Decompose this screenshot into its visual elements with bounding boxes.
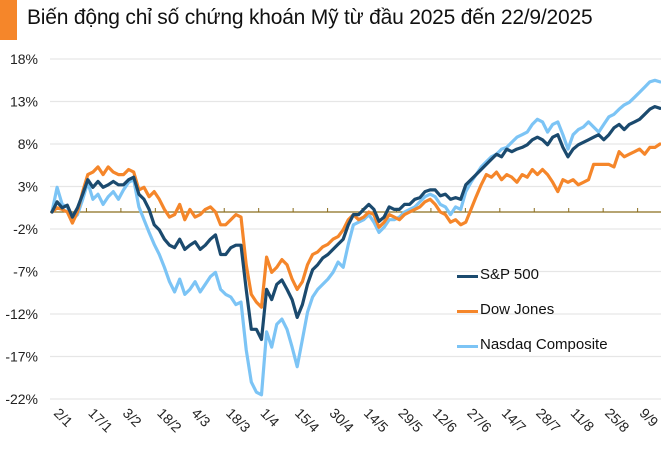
series-lines — [50, 78, 661, 397]
x-tick-label: 28/7 — [533, 405, 564, 436]
x-tick-label: 4/3 — [189, 405, 214, 430]
y-tick-label: 18% — [10, 51, 38, 67]
title-bar: Biến động chỉ số chứng khoán Mỹ từ đầu 2… — [0, 0, 661, 40]
x-tick-label: 2/1 — [51, 405, 76, 430]
x-tick-label: 25/8 — [602, 405, 633, 436]
gridlines — [50, 58, 661, 400]
y-tick-label: -12% — [5, 306, 38, 322]
x-axis-ticks: 2/1 17/1 3/2 18/2 4/3 18/3 1/4 15/4 30/4 14/5 29/5… — [51, 405, 661, 436]
x-tick-label: 3/2 — [120, 405, 145, 430]
title-accent-bar — [0, 0, 17, 40]
x-tick-label: 27/6 — [464, 405, 495, 436]
y-tick-label: 3% — [18, 179, 38, 195]
x-tick-label: 11/8 — [568, 405, 598, 435]
x-tick-label: 12/6 — [430, 405, 461, 436]
x-tick-label: 30/4 — [326, 405, 357, 436]
y-tick-label: 13% — [10, 94, 38, 110]
y-axis-ticks: 18% 13% 8% 3% -2% -7% -12% -17% -22% — [5, 51, 38, 407]
y-tick-label: -17% — [5, 349, 38, 365]
x-tick-label: 15/4 — [292, 405, 323, 436]
x-tick-label: 14/5 — [361, 405, 392, 436]
legend-swatch-sp500 — [457, 275, 478, 278]
x-tick-label: 9/9 — [636, 405, 661, 430]
y-tick-label: -7% — [13, 264, 38, 280]
x-tick-label: 18/2 — [154, 405, 185, 436]
chart-title: Biến động chỉ số chứng khoán Mỹ từ đầu 2… — [27, 6, 593, 29]
series-line-sp500 — [50, 105, 661, 342]
x-tick-label: 18/3 — [223, 405, 254, 436]
legend-label-sp500: S&P 500 — [480, 266, 539, 283]
y-tick-label: -22% — [5, 391, 38, 407]
legend-swatch-dow-jones — [457, 310, 478, 313]
legend-label-nasdaq: Nasdaq Composite — [480, 336, 608, 353]
y-tick-label: 8% — [18, 136, 38, 152]
x-tick-label: 17/1 — [85, 405, 116, 436]
legend-swatch-nasdaq — [457, 345, 478, 348]
series-line-dow-jones — [50, 142, 661, 309]
x-tick-label: 14/7 — [499, 405, 530, 436]
series-line-nasdaq — [50, 78, 661, 397]
legend-label-dow-jones: Dow Jones — [480, 301, 555, 318]
x-tick-label: 1/4 — [258, 405, 283, 430]
x-tick-label: 29/5 — [395, 405, 426, 436]
y-tick-label: -2% — [13, 221, 38, 237]
